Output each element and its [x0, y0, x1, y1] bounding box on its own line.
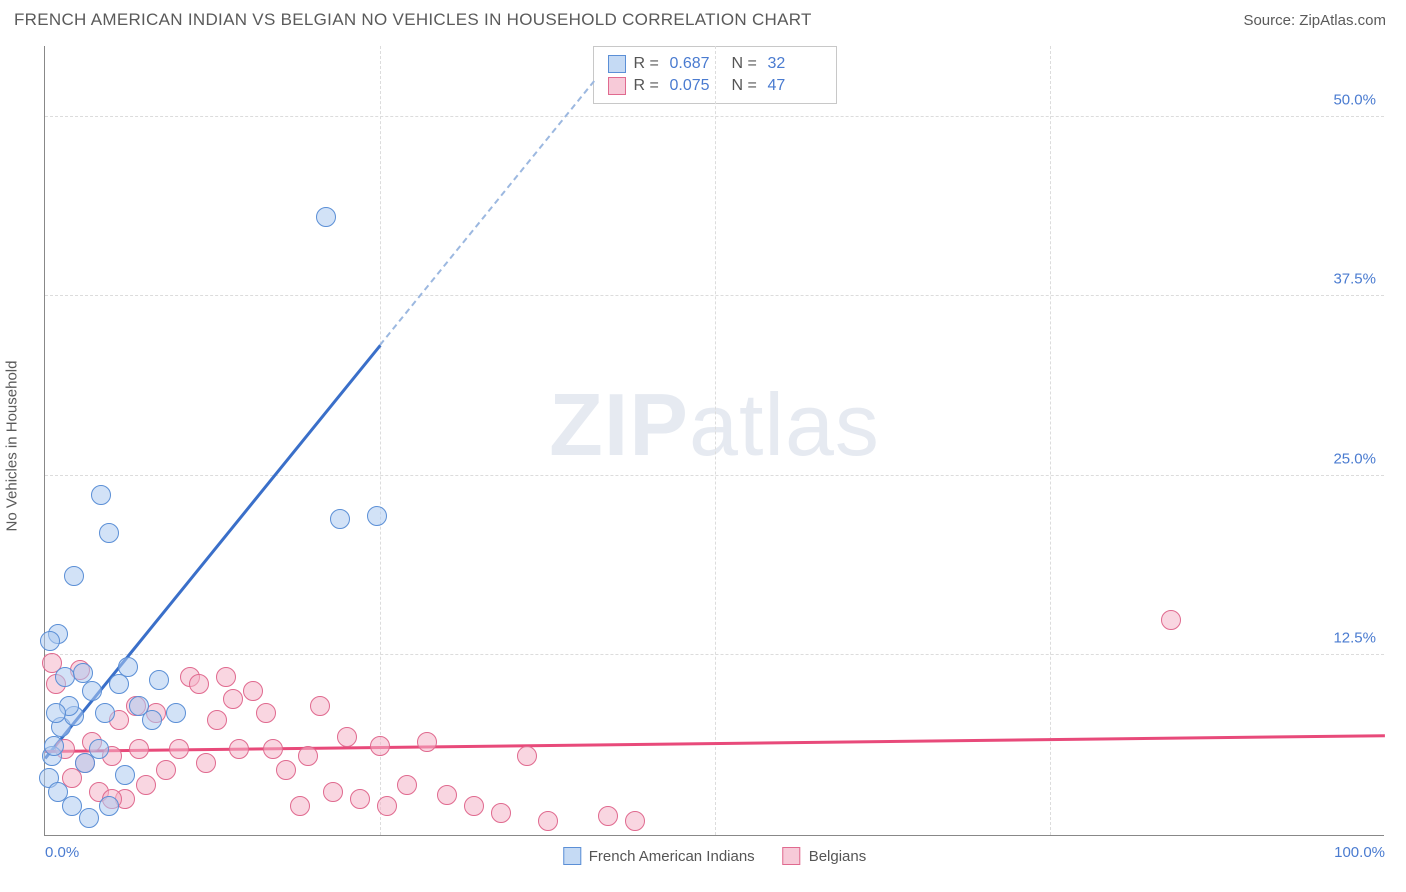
- data-point-pink: [229, 739, 249, 759]
- data-point-pink: [129, 739, 149, 759]
- chart-title: FRENCH AMERICAN INDIAN VS BELGIAN NO VEH…: [14, 10, 812, 30]
- y-tick-label: 12.5%: [1333, 630, 1376, 647]
- swatch-blue: [608, 55, 626, 73]
- data-point-blue: [40, 631, 60, 651]
- r-label: R =: [634, 77, 662, 95]
- data-point-blue: [367, 506, 387, 526]
- data-point-blue: [316, 207, 336, 227]
- n-value: 47: [768, 77, 822, 95]
- data-point-pink: [1161, 610, 1181, 630]
- data-point-pink: [136, 775, 156, 795]
- data-point-blue: [118, 657, 138, 677]
- data-point-pink: [464, 796, 484, 816]
- swatch-pink: [608, 77, 626, 95]
- gridline-vertical: [380, 46, 381, 835]
- data-point-pink: [310, 696, 330, 716]
- y-tick-label: 50.0%: [1333, 91, 1376, 108]
- legend-label: Belgians: [809, 848, 867, 865]
- data-point-blue: [115, 765, 135, 785]
- data-point-pink: [337, 727, 357, 747]
- data-point-blue: [91, 485, 111, 505]
- data-point-blue: [64, 566, 84, 586]
- data-point-pink: [538, 811, 558, 831]
- legend-label: French American Indians: [589, 848, 755, 865]
- r-label: R =: [634, 55, 662, 73]
- x-tick-label: 0.0%: [45, 844, 79, 861]
- data-point-pink: [216, 667, 236, 687]
- legend-item: French American Indians: [563, 847, 755, 865]
- data-point-pink: [350, 789, 370, 809]
- data-point-blue: [44, 736, 64, 756]
- data-point-pink: [323, 782, 343, 802]
- n-label: N =: [732, 55, 760, 73]
- trend-line: [379, 80, 595, 346]
- data-point-blue: [330, 509, 350, 529]
- data-point-pink: [256, 703, 276, 723]
- data-point-pink: [263, 739, 283, 759]
- data-point-pink: [298, 746, 318, 766]
- data-point-pink: [598, 806, 618, 826]
- y-tick-label: 25.0%: [1333, 450, 1376, 467]
- data-point-pink: [156, 760, 176, 780]
- x-tick-label: 100.0%: [1334, 844, 1385, 861]
- data-point-blue: [166, 703, 186, 723]
- data-point-pink: [417, 732, 437, 752]
- source-label: Source: ZipAtlas.com: [1243, 12, 1386, 29]
- data-point-pink: [517, 746, 537, 766]
- data-point-blue: [109, 674, 129, 694]
- scatter-chart: ZIPatlas R =0.687N =32R =0.075N =47 Fren…: [44, 46, 1384, 836]
- data-point-pink: [169, 739, 189, 759]
- y-tick-label: 37.5%: [1333, 271, 1376, 288]
- data-point-blue: [99, 796, 119, 816]
- gridline-vertical: [715, 46, 716, 835]
- data-point-blue: [149, 670, 169, 690]
- n-label: N =: [732, 77, 760, 95]
- data-point-pink: [437, 785, 457, 805]
- data-point-pink: [397, 775, 417, 795]
- gridline-vertical: [1050, 46, 1051, 835]
- data-point-pink: [370, 736, 390, 756]
- data-point-blue: [79, 808, 99, 828]
- data-point-blue: [73, 663, 93, 683]
- data-point-pink: [625, 811, 645, 831]
- data-point-blue: [75, 753, 95, 773]
- swatch-blue: [563, 847, 581, 865]
- data-point-pink: [207, 710, 227, 730]
- data-point-blue: [82, 681, 102, 701]
- data-point-pink: [377, 796, 397, 816]
- data-point-pink: [223, 689, 243, 709]
- data-point-pink: [243, 681, 263, 701]
- data-point-pink: [196, 753, 216, 773]
- data-point-pink: [189, 674, 209, 694]
- swatch-pink: [783, 847, 801, 865]
- data-point-blue: [62, 796, 82, 816]
- data-point-blue: [142, 710, 162, 730]
- legend-item: Belgians: [783, 847, 867, 865]
- data-point-blue: [95, 703, 115, 723]
- data-point-blue: [46, 703, 66, 723]
- data-point-pink: [290, 796, 310, 816]
- chart-legend: French American Indians Belgians: [563, 847, 866, 865]
- data-point-blue: [99, 523, 119, 543]
- n-value: 32: [768, 55, 822, 73]
- y-axis-label: No Vehicles in Household: [4, 361, 21, 532]
- data-point-pink: [491, 803, 511, 823]
- data-point-pink: [276, 760, 296, 780]
